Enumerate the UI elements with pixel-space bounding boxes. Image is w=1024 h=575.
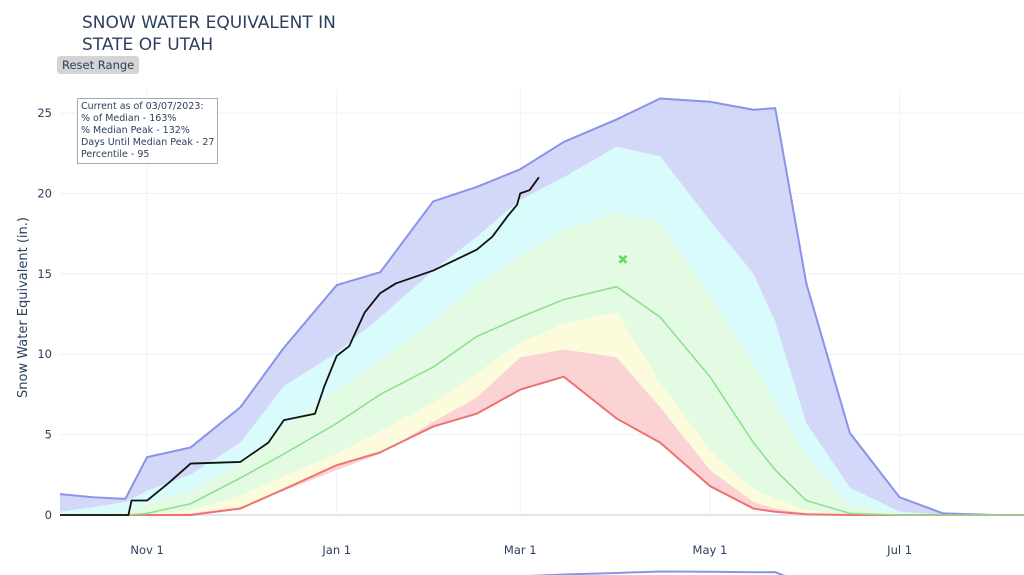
anno-line: % of Median - 163% bbox=[81, 113, 177, 124]
y-tick-label: 20 bbox=[37, 186, 52, 200]
title-line-2: STATE OF UTAH bbox=[82, 35, 214, 55]
chart-title: SNOW WATER EQUIVALENT IN STATE OF UTAH bbox=[82, 12, 442, 56]
band-70-90 bbox=[60, 146, 1024, 515]
min-line bbox=[60, 375, 1024, 516]
current-status-annotation: Current as of 03/07/2023: % of Median - … bbox=[77, 98, 219, 164]
y-tick-label: 0 bbox=[45, 508, 52, 522]
series-lines bbox=[59, 97, 1024, 516]
anno-line: % Median Peak - 132% bbox=[81, 125, 190, 136]
median-line bbox=[60, 285, 1024, 516]
anno-line: Percentile - 95 bbox=[81, 149, 150, 160]
range-slider-max-line bbox=[528, 570, 786, 575]
x-tick-label: Jul 1 bbox=[886, 543, 912, 557]
range-slider bbox=[528, 570, 786, 575]
reset-range-button[interactable]: Reset Range bbox=[57, 56, 140, 74]
x-tick-label: May 1 bbox=[693, 543, 728, 557]
y-tick-label: 25 bbox=[37, 106, 52, 120]
median-peak-marker bbox=[618, 254, 628, 264]
y-tick-label: 5 bbox=[45, 428, 52, 442]
band-90-max bbox=[60, 98, 1024, 515]
title-line-1: SNOW WATER EQUIVALENT IN bbox=[82, 13, 336, 33]
x-tick-label: Jan 1 bbox=[321, 543, 351, 557]
band-10-30 bbox=[60, 312, 1024, 515]
x-tick-label: Nov 1 bbox=[130, 543, 163, 557]
band-30-70 bbox=[60, 212, 1024, 516]
x-tick-label: Mar 1 bbox=[504, 543, 537, 557]
y-axis-title: Snow Water Equivalent (in.) bbox=[16, 217, 31, 398]
y-tick-label: 15 bbox=[37, 267, 52, 281]
anno-line: Days Until Median Peak - 27 bbox=[81, 137, 215, 148]
max-line bbox=[59, 97, 1024, 516]
y-tick-label: 10 bbox=[37, 347, 52, 361]
axes: 0 5 10 15 20 25 Nov 1 Jan 1 Mar 1 May 1 Jul 1 Snow … bbox=[16, 106, 912, 557]
current-year-line bbox=[60, 176, 540, 516]
anno-line: Current as of 03/07/2023: bbox=[81, 101, 204, 112]
